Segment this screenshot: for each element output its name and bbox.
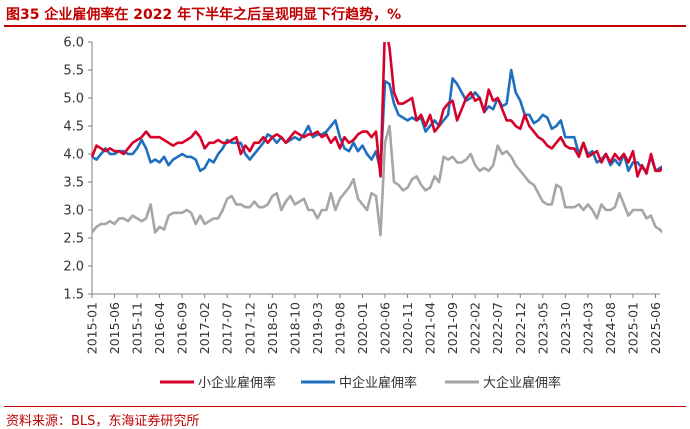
y-tick-label: 1.5	[63, 288, 84, 303]
x-tick-label: 2020-06	[378, 302, 393, 354]
y-tick-label: 4.5	[63, 120, 84, 135]
y-tick-label: 2.0	[63, 260, 84, 275]
x-tick-label: 2019-03	[310, 302, 325, 354]
x-tick-label: 2020-01	[355, 302, 370, 354]
y-tick-label: 3.0	[63, 204, 84, 219]
x-tick-label: 2017-12	[242, 302, 257, 354]
legend-label-large: 大企业雇佣率	[483, 375, 561, 391]
x-tick-label: 2023-10	[558, 302, 573, 354]
x-tick-label: 2018-05	[265, 302, 280, 354]
x-tick-label: 2021-04	[423, 302, 438, 354]
x-tick-label: 2019-08	[332, 302, 347, 354]
x-tick-label: 2022-12	[513, 302, 528, 354]
x-tick-label: 2017-07	[220, 302, 235, 354]
source-note: 资料来源：BLS，东海证券研究所	[6, 414, 200, 429]
figure-title: 图35 企业雇佣率在 2022 年下半年之后呈现明显下行趋势，%	[6, 7, 402, 23]
x-tick-label: 2022-02	[468, 302, 483, 354]
title-divider	[4, 25, 686, 27]
x-tick-label: 2022-07	[490, 302, 505, 354]
x-tick-label: 2020-11	[400, 302, 415, 354]
source-divider	[4, 406, 686, 407]
x-tick-label: 2018-10	[287, 302, 302, 354]
y-tick-label: 5.0	[63, 92, 84, 107]
y-tick-label: 2.5	[63, 232, 84, 247]
x-tick-label: 2016-04	[152, 302, 167, 354]
x-tick-label: 2024-08	[603, 302, 618, 354]
y-tick-label: 6.0	[63, 36, 84, 51]
series-line-small	[90, 42, 662, 178]
series-line-large	[90, 124, 662, 237]
x-tick-label: 2016-09	[175, 302, 190, 354]
x-tick-label: 2017-02	[197, 302, 212, 354]
x-tick-label: 2023-05	[535, 302, 550, 354]
x-tick-label: 2015-01	[85, 302, 100, 354]
x-tick-label: 2015-11	[130, 302, 145, 354]
y-tick-label: 4.0	[63, 148, 84, 163]
legend-label-medium: 中企业雇佣率	[339, 375, 417, 391]
legend-label-small: 小企业雇佣率	[198, 375, 276, 391]
x-tick-label: 2025-01	[625, 302, 640, 354]
x-tick-label: 2015-06	[107, 302, 122, 354]
x-tick-label: 2025-06	[648, 302, 663, 354]
x-tick-label: 2024-03	[580, 302, 595, 354]
y-tick-label: 5.5	[63, 64, 84, 79]
y-tick-label: 3.5	[63, 176, 84, 191]
x-tick-label: 2021-09	[445, 302, 460, 354]
